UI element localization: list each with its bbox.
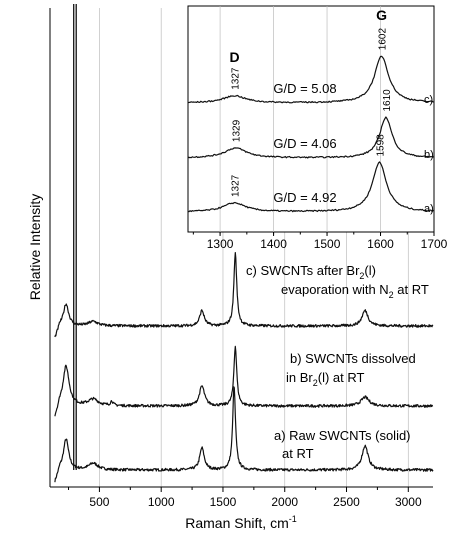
trace-b-label-line2: in Br2(l) at RT <box>286 370 365 388</box>
inset-x-tick-label: 1400 <box>260 237 287 251</box>
inset-g-peak-label: 1598 <box>375 134 386 157</box>
inset-ratio-label: G/D = 5.08 <box>273 81 336 96</box>
main-trace <box>54 386 434 483</box>
main-traces <box>54 4 434 483</box>
main-x-tick-label: 500 <box>89 495 109 509</box>
main-x-tick-label: 3000 <box>395 495 422 509</box>
main-x-tick-label: 2500 <box>333 495 360 509</box>
x-axis-title-text: Raman Shift, cm <box>185 515 288 531</box>
trace-c-label: c) SWCNTs after Br2(l) <box>246 263 376 281</box>
inset-x-ticks: 1300 1400 1500 1600 1700 <box>192 232 448 251</box>
trace-a-label-line2: at RT <box>282 446 314 461</box>
main-x-tick-label: 1000 <box>148 495 175 509</box>
inset-ratio-label: G/D = 4.06 <box>273 136 336 151</box>
inset-x-tick-label: 1500 <box>314 237 341 251</box>
inset-trace <box>187 116 435 159</box>
inset-series-label: b) <box>424 149 434 161</box>
inset-series-label: a) <box>424 203 434 215</box>
inset-ratio-label: G/D = 4.92 <box>273 190 336 205</box>
trace-b-label: b) SWCNTs dissolved <box>290 351 416 366</box>
inset-d-peak-label: 1329 <box>232 119 243 142</box>
inset-series-label: c) <box>424 94 433 106</box>
inset-trace <box>187 55 435 104</box>
main-x-axis-title: Raman Shift, cm-1 <box>185 514 297 531</box>
main-x-tick-label: 2000 <box>271 495 298 509</box>
trace-c-label-line2: evaporation with N2 at RT <box>281 282 429 300</box>
inset-x-tick-label: 1700 <box>421 237 448 251</box>
main-trace <box>54 345 434 417</box>
inset-x-tick-label: 1300 <box>207 237 234 251</box>
inset-frame <box>187 5 435 233</box>
inset-traces <box>187 55 435 213</box>
inset-trace <box>187 161 434 213</box>
inset-grid <box>219 6 381 232</box>
inset-x-tick-label: 1600 <box>367 237 394 251</box>
inset-band-label: D <box>229 49 239 65</box>
inset-g-peak-label: 1602 <box>378 28 389 51</box>
inset-band-label: G <box>376 7 387 23</box>
inset-g-peak-label: 1610 <box>382 89 393 112</box>
main-trace <box>54 252 434 338</box>
main-y-axis-title: Relative Intensity <box>27 194 43 301</box>
inset-annotations: G/D = 4.92 a) 1327 1598 G/D = 4.06 b) 1329 1610… <box>229 7 433 215</box>
x-axis-title-superscript: -1 <box>289 514 297 524</box>
main-x-tick-label: 1500 <box>210 495 237 509</box>
trace-a-label: a) Raw SWCNTs (solid) <box>274 428 411 443</box>
inset-d-peak-label: 1327 <box>231 174 242 197</box>
inset-d-peak-label: 1327 <box>231 67 242 90</box>
main-x-ticks: 500 1000 1500 2000 2500 3000 <box>68 487 422 509</box>
